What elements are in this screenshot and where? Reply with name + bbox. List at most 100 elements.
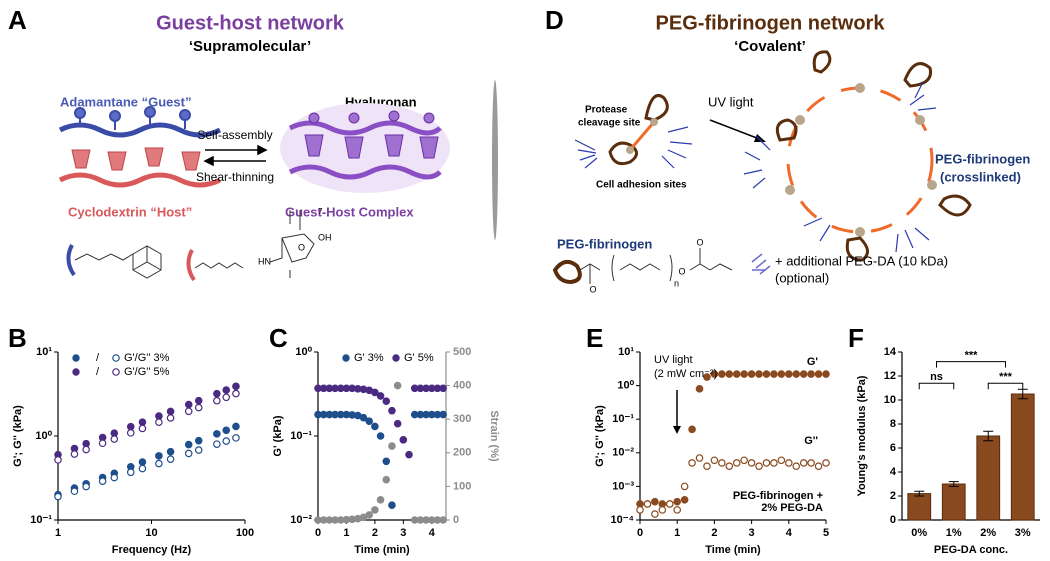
y-tick-label: 10⁻² <box>290 514 312 526</box>
data-point <box>718 370 726 378</box>
data-point <box>138 424 147 433</box>
y-tick-label: 0 <box>890 514 896 526</box>
additive-label: (optional) <box>775 270 829 285</box>
data-point <box>98 439 107 448</box>
adamantane-structure <box>66 244 162 279</box>
panel-subtitle: ‘Covalent’ <box>734 38 806 55</box>
data-point <box>213 430 221 438</box>
error-bar <box>948 481 959 487</box>
fibrinogen-monomer <box>574 94 693 169</box>
legend-separator: / <box>96 366 100 378</box>
data-point <box>371 388 379 397</box>
y-tick-label: 10⁰ <box>35 430 52 442</box>
panel-letter: C <box>269 323 288 353</box>
data-point <box>665 500 674 508</box>
data-point <box>710 370 719 378</box>
data-point <box>54 456 62 464</box>
significance-label: *** <box>965 350 979 362</box>
data-point <box>777 370 786 378</box>
data-point <box>213 396 221 405</box>
data-point <box>673 497 682 506</box>
data-point <box>54 492 62 501</box>
y-axis-label: G' (kPa) <box>272 415 284 456</box>
legend-marker <box>342 354 350 362</box>
y2-tick-label: 400 <box>453 380 471 392</box>
data-point <box>82 482 90 491</box>
y2-tick-label: 200 <box>453 447 471 459</box>
reaction-arrow <box>709 119 763 141</box>
data-point <box>792 370 801 378</box>
data-point <box>213 440 221 448</box>
panel-title: Guest-host network <box>156 12 345 34</box>
data-point <box>792 462 801 470</box>
data-point <box>371 422 379 431</box>
data-point <box>222 426 231 435</box>
data-point <box>784 459 793 467</box>
y-tick-label: 10¹ <box>36 346 52 358</box>
bar <box>1010 393 1035 521</box>
data-point <box>222 437 231 445</box>
data-point <box>232 382 240 391</box>
data-point <box>695 385 704 393</box>
data-point <box>755 462 763 470</box>
legend-marker <box>112 354 120 362</box>
y-tick-label: 10 <box>884 394 896 406</box>
y-tick-label: 2 <box>890 490 896 502</box>
data-point <box>710 456 719 465</box>
data-point <box>636 506 644 514</box>
data-point <box>732 459 741 467</box>
data-point <box>166 455 175 463</box>
assembly-arrows <box>203 144 268 167</box>
crosslinked-network <box>743 50 972 262</box>
y-tick-label: 10¹ <box>618 346 634 358</box>
data-point <box>680 495 689 504</box>
trigger-label: UV light <box>654 354 693 366</box>
data-point <box>213 389 221 398</box>
monomer-label: PEG-fibrinogen <box>557 236 652 251</box>
data-point <box>439 516 447 524</box>
x-tick-label: 3% <box>1015 527 1031 539</box>
data-point <box>651 497 659 506</box>
note-label: 2% PEG-DA <box>761 502 823 514</box>
amine-label: HN <box>258 256 271 266</box>
data-point <box>439 410 447 419</box>
data-point <box>138 464 147 473</box>
data-point <box>651 510 659 518</box>
y-tick-label: 12 <box>884 370 896 382</box>
y-tick-label: 8 <box>890 418 896 430</box>
series-label: G' <box>807 356 819 368</box>
x-tick-label: 1 <box>55 527 61 539</box>
data-point <box>703 373 711 381</box>
panel-letter: F <box>848 323 864 353</box>
hydroxyl-label: OH <box>318 232 332 242</box>
y-tick-label: 10⁻⁴ <box>611 514 634 526</box>
x-tick-label: 2 <box>711 527 717 539</box>
data-point <box>232 389 240 398</box>
data-point <box>126 429 135 437</box>
divider <box>492 80 498 240</box>
data-point <box>814 370 823 378</box>
significance-bracket <box>936 361 1006 368</box>
data-point <box>70 487 79 496</box>
data-point <box>98 477 107 485</box>
data-point <box>138 418 147 426</box>
x-tick-label: 3 <box>400 527 406 539</box>
data-point <box>382 457 391 466</box>
data-point <box>770 459 778 467</box>
data-point <box>388 406 396 415</box>
data-point <box>184 440 193 449</box>
data-point <box>110 435 119 443</box>
data-point <box>166 407 175 416</box>
data-point <box>807 459 815 467</box>
trigger-arrowhead <box>673 426 681 434</box>
y-axis-label: Young's modulus (kPa) <box>856 375 868 496</box>
panel-title: PEG-fibrinogen network <box>656 12 886 34</box>
data-point <box>388 442 396 450</box>
crosslinked-label: (crosslinked) <box>940 169 1021 184</box>
bar <box>976 435 1001 521</box>
data-point <box>184 400 193 409</box>
legend-label: G'/G'' 5% <box>124 366 170 378</box>
data-point <box>747 459 756 467</box>
y-tick-label: 14 <box>884 346 897 358</box>
